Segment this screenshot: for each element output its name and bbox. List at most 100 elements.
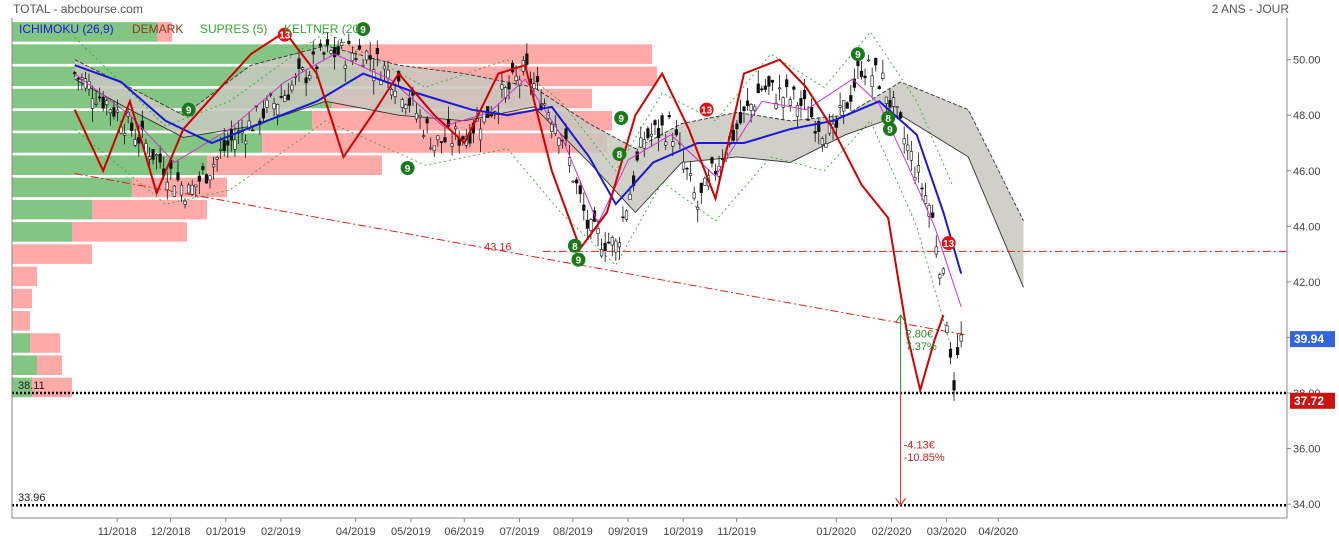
candle-body [781,97,785,108]
candle-body [361,64,365,67]
candle-body [532,83,536,89]
candle-body [340,41,344,46]
candle-body [774,102,778,109]
candle-body [283,95,287,102]
candle-body [785,79,789,88]
candle-body [599,249,604,257]
candle-body [877,86,881,89]
candle-body [372,69,376,82]
candle-body [749,104,753,111]
period-label: 2 ANS - JOUR [1211,2,1289,16]
candle-body [585,219,589,229]
demark-marker [181,102,196,117]
candle-body [543,103,547,106]
demark-marker [356,22,371,37]
candle-body [685,167,689,170]
candle-body [211,163,216,168]
keltner-lower [74,119,953,352]
candle-body [350,52,355,62]
demark-label: 8 [617,150,623,161]
volume-bar-green [12,355,37,375]
volume-bar-red [207,155,382,175]
candle-body [130,122,134,131]
candle-body [436,135,440,141]
candle-body [635,151,639,161]
candle-body [713,170,718,175]
x-tick-label: 04/2019 [336,526,376,538]
volume-bar-red [37,355,62,375]
candle-body [233,139,237,150]
x-tick-label: 01/2019 [206,526,246,538]
candle-body [375,48,379,55]
candle-body [810,107,814,118]
demark-label: 9 [576,256,582,267]
candle-body [365,50,369,61]
candle-body [368,55,372,60]
candle-body [418,115,422,118]
candle-body [660,115,664,126]
candle-body [219,149,223,151]
candle-body [866,59,871,62]
candle-body [83,78,87,89]
candle-body [550,123,554,132]
candle-body [332,47,337,58]
demark-marker [567,238,582,253]
demark-label: 13 [943,239,955,250]
candle-body [514,75,518,81]
candle-body [653,120,657,126]
trendline [74,173,965,336]
demark-label: 9 [855,50,861,61]
candle-body [386,69,390,79]
candle-body [421,135,426,137]
candle-body [842,100,846,112]
demark-label: 9 [186,106,192,117]
candle-body [265,99,269,108]
candle-body [920,187,924,190]
candle-body [642,139,646,149]
x-tick-label: 02/2020 [872,526,912,538]
candle-body [304,77,308,84]
candle-body [557,137,561,146]
candle-body [656,127,661,139]
demark-marker [571,252,586,267]
demark-marker [337,3,351,17]
candle-body [763,85,767,90]
candle-body [955,347,960,356]
candle-body [881,72,885,79]
measure-down-value: -4.13€ [904,440,935,452]
volume-bar-red [12,266,37,287]
candle-body [115,109,120,113]
candle-body [525,53,529,65]
volume-bar-green [12,22,157,42]
candle-body [838,105,842,108]
candle-body [884,96,888,104]
support-price-badge [1290,392,1335,409]
candle-body [425,118,429,124]
candle-body [799,98,803,106]
candle-body [535,76,540,83]
candle-body [777,87,782,90]
demark-marker [699,102,714,117]
x-tick-label: 08/2019 [553,526,593,538]
candle-body [564,128,568,140]
candle-body [916,165,921,173]
candle-body [251,129,255,132]
volume-bar-red [12,311,30,331]
candle-body [147,156,152,160]
candle-body [767,76,771,87]
candle-body [934,246,938,255]
demark-marker [882,122,897,137]
candle-body [667,115,671,118]
volume-bar-red [262,133,607,153]
candle-body [322,52,326,55]
candle-body [938,274,942,279]
candle-body [429,147,433,150]
candle-body [165,181,169,191]
x-tick-label: 03/2020 [927,526,967,538]
y-tick-label: 36.00 [1293,444,1321,456]
demark-label: 9 [405,164,411,175]
candle-body [845,102,849,109]
candle-body [400,99,404,108]
candle-body [137,137,141,144]
